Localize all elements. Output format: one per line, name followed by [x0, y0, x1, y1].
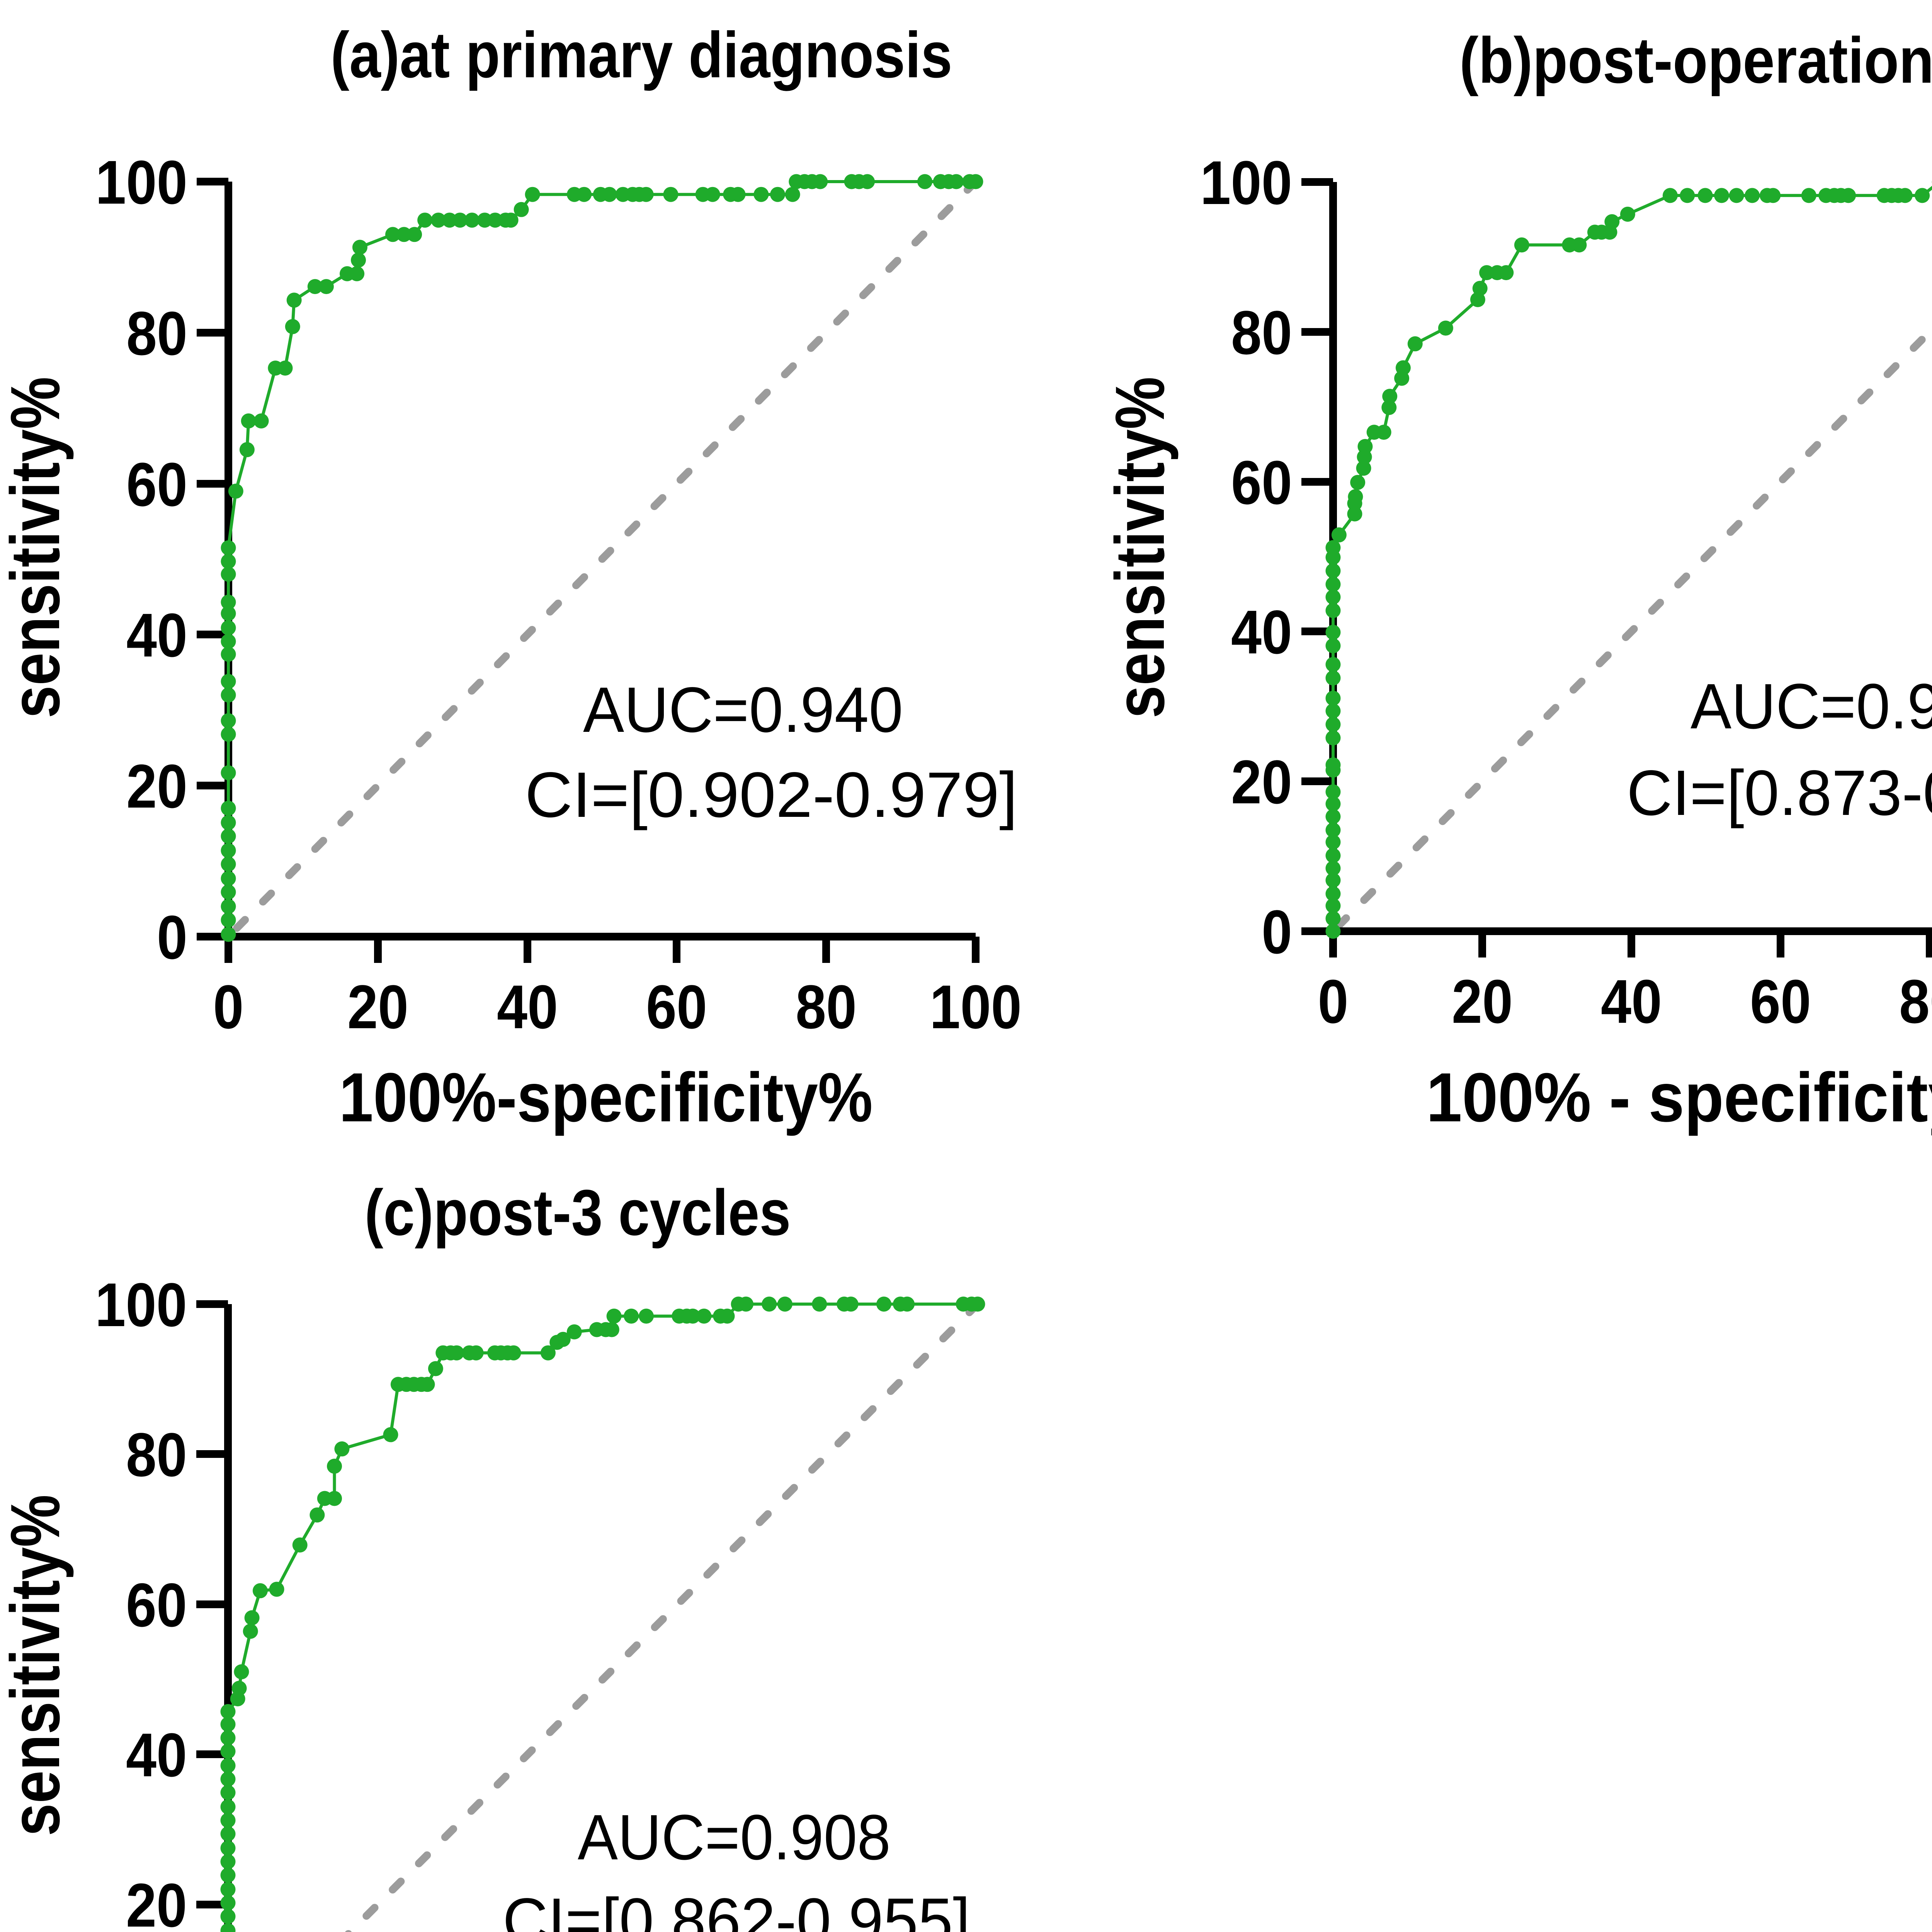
svg-text:20: 20 [1231, 747, 1292, 816]
svg-text:80: 80 [796, 972, 857, 1041]
svg-text:0: 0 [213, 972, 244, 1041]
svg-text:AUC=0.908: AUC=0.908 [578, 1802, 891, 1873]
svg-text:AUC=0.918: AUC=0.918 [1690, 671, 1932, 742]
svg-text:80: 80 [126, 299, 187, 368]
svg-text:40: 40 [497, 972, 558, 1041]
svg-text:(c)post-3 cycles: (c)post-3 cycles [365, 1176, 791, 1249]
svg-text:40: 40 [126, 1720, 187, 1789]
svg-text:CI=[0.862-0.955]: CI=[0.862-0.955] [503, 1885, 970, 1932]
svg-text:100%-specificity%: 100%-specificity% [339, 1059, 873, 1136]
svg-text:100: 100 [95, 148, 187, 217]
svg-text:(a)at primary diagnosis: (a)at primary diagnosis [331, 19, 952, 91]
svg-text:80: 80 [126, 1420, 187, 1489]
svg-text:CI=[0.902-0.979]: CI=[0.902-0.979] [525, 759, 1018, 831]
svg-text:20: 20 [126, 752, 187, 821]
svg-text:0: 0 [157, 903, 187, 972]
svg-text:80: 80 [1231, 298, 1292, 367]
svg-text:20: 20 [126, 1871, 187, 1932]
svg-text:sensitivity%: sensitivity% [0, 1495, 74, 1836]
svg-text:sensitivity%: sensitivity% [0, 377, 74, 718]
svg-text:80: 80 [1899, 967, 1932, 1036]
svg-text:(b)post-operation: (b)post-operation [1459, 24, 1932, 97]
svg-text:60: 60 [126, 450, 187, 519]
svg-text:60: 60 [126, 1570, 187, 1639]
svg-text:40: 40 [1601, 967, 1662, 1036]
svg-text:40: 40 [126, 600, 187, 670]
svg-text:100: 100 [1200, 148, 1292, 217]
svg-text:CI=[0.873-0.963]: CI=[0.873-0.963] [1627, 757, 1932, 829]
svg-text:60: 60 [646, 972, 707, 1041]
svg-text:0: 0 [1262, 897, 1292, 966]
svg-text:sensitivity%: sensitivity% [1101, 377, 1179, 718]
svg-text:60: 60 [1231, 448, 1292, 517]
svg-text:100: 100 [95, 1270, 187, 1339]
svg-text:100: 100 [930, 972, 1022, 1041]
svg-text:40: 40 [1231, 597, 1292, 667]
svg-text:100% - specificity%: 100% - specificity% [1426, 1059, 1932, 1136]
svg-text:AUC=0.940: AUC=0.940 [583, 674, 903, 746]
svg-text:60: 60 [1750, 967, 1811, 1036]
svg-text:0: 0 [1318, 967, 1349, 1036]
svg-text:20: 20 [347, 972, 408, 1041]
svg-text:20: 20 [1452, 967, 1513, 1036]
